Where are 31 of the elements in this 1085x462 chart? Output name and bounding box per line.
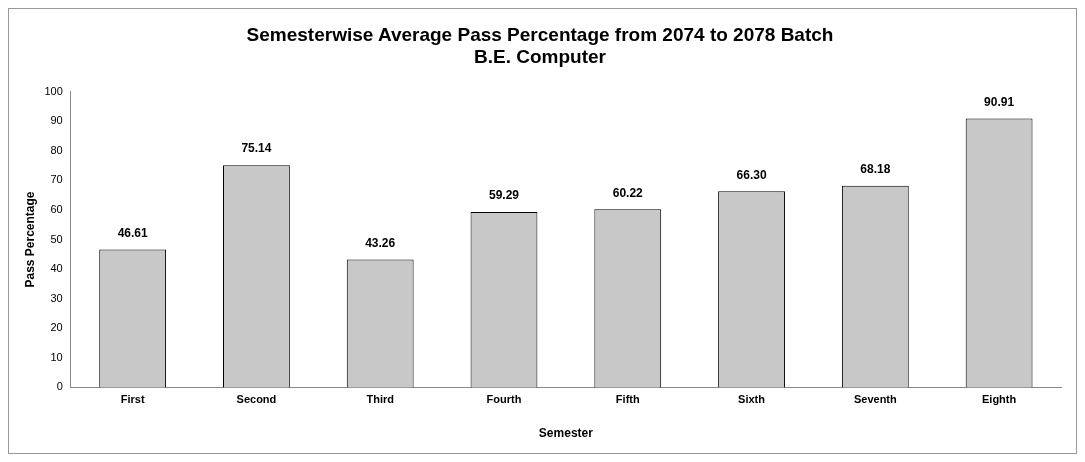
y-tick-label: 90 bbox=[50, 114, 63, 127]
y-tick-label: 100 bbox=[44, 84, 63, 97]
data-label: 66.30 bbox=[736, 167, 767, 182]
y-tick-label: 30 bbox=[50, 291, 63, 304]
x-tick-label: Eighth bbox=[982, 393, 1017, 406]
data-label: 59.29 bbox=[488, 188, 520, 203]
x-tick-label: Sixth bbox=[738, 393, 766, 406]
data-label: 75.14 bbox=[241, 141, 272, 156]
x-tick-label: First bbox=[120, 393, 145, 406]
x-tick-label: Fourth bbox=[486, 393, 522, 406]
y-tick-label: 80 bbox=[50, 143, 63, 156]
y-tick-label: 40 bbox=[50, 262, 63, 275]
y-tick-label: 50 bbox=[50, 232, 63, 245]
x-axis-title: Semester bbox=[538, 426, 594, 441]
x-tick-label: Fifth bbox=[615, 393, 640, 406]
data-label: 60.22 bbox=[612, 185, 644, 200]
x-tick-label: Third bbox=[366, 393, 394, 406]
data-label: 68.18 bbox=[860, 162, 891, 177]
data-label: 43.26 bbox=[365, 235, 396, 250]
x-tick-label: Seventh bbox=[853, 393, 897, 406]
y-tick-label: 20 bbox=[50, 321, 63, 334]
chart-subtitle: B.E. Computer bbox=[474, 46, 607, 68]
y-axis-title: Pass Percentage bbox=[22, 191, 37, 288]
data-label: 46.61 bbox=[117, 225, 148, 240]
y-tick-label: 70 bbox=[50, 173, 63, 186]
x-tick-label: Second bbox=[236, 393, 277, 406]
y-tick-label: 0 bbox=[56, 380, 63, 393]
y-tick-label: 60 bbox=[50, 202, 63, 215]
chart-title: Semesterwise Average Pass Percentage from 2074 to 2078 Batch bbox=[246, 23, 834, 45]
data-label: 90.91 bbox=[984, 94, 1015, 109]
y-tick-label: 10 bbox=[50, 350, 63, 363]
